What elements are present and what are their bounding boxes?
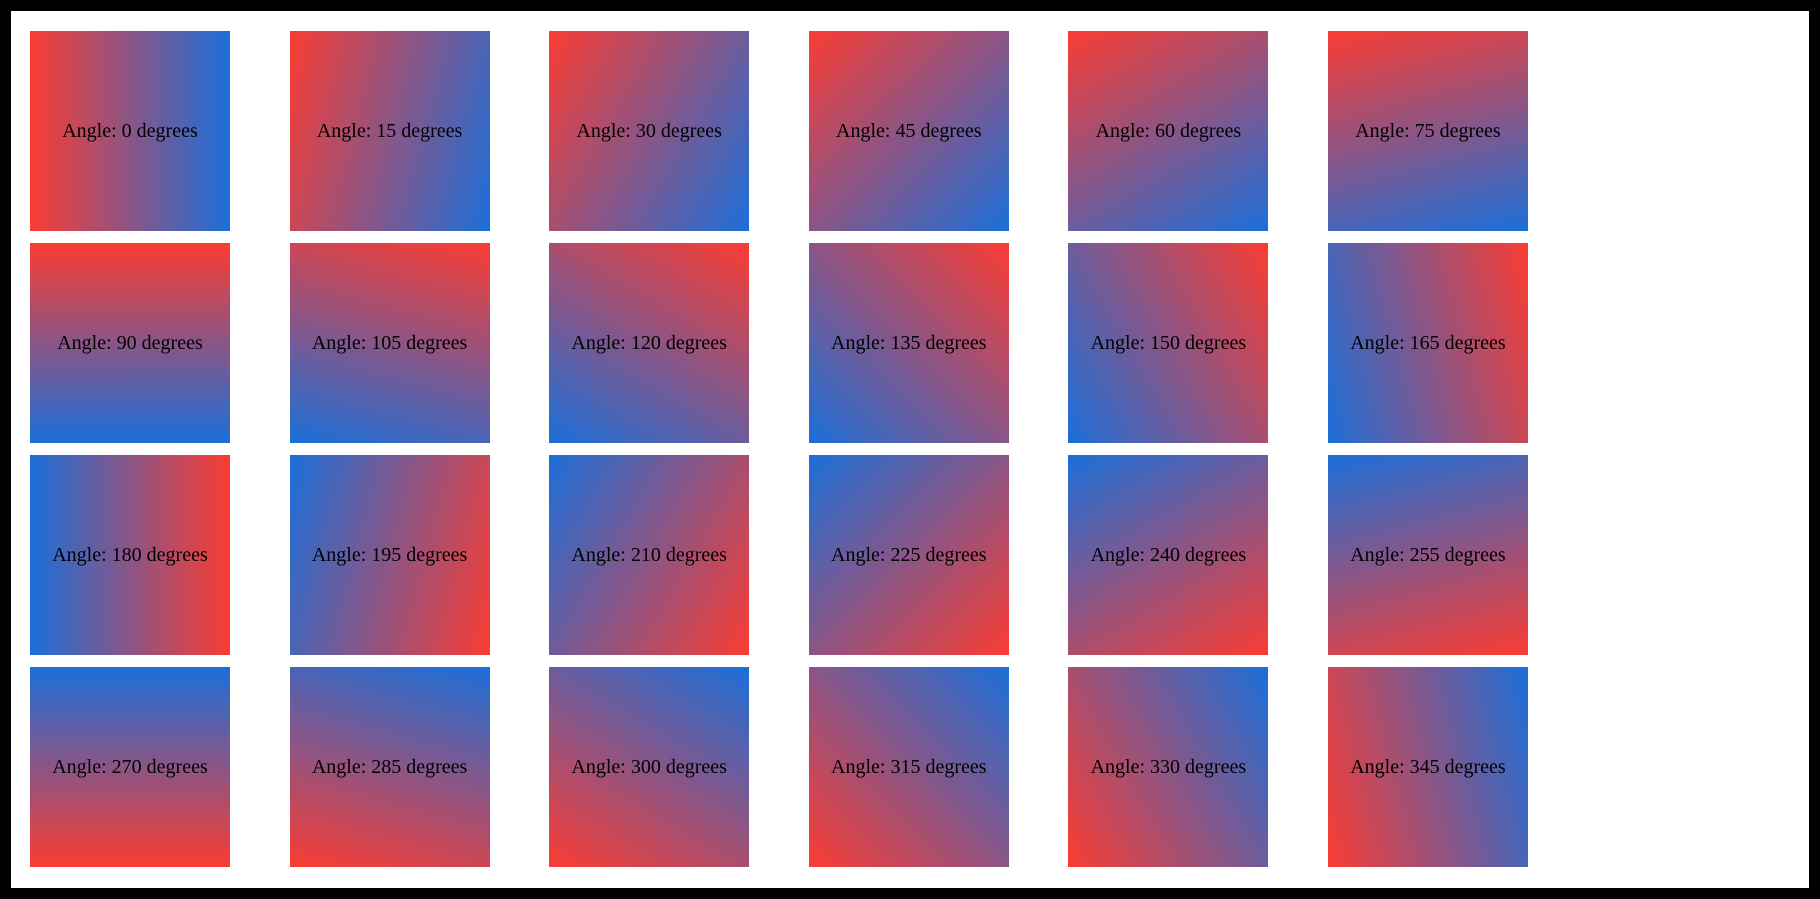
- gradient-tile-135: Angle: 135 degrees: [808, 243, 1009, 443]
- gradient-tile-300: Angle: 300 degrees: [549, 667, 750, 867]
- gradient-tile-150: Angle: 150 degrees: [1068, 243, 1269, 443]
- tile-angle-label: Angle: 0 degrees: [62, 119, 198, 142]
- tile-angle-label: Angle: 105 degrees: [311, 331, 468, 354]
- tile-angle-label: Angle: 270 degrees: [52, 755, 208, 778]
- gradient-tile-60: Angle: 60 degrees: [1068, 31, 1269, 231]
- gradient-tile-105: Angle: 105 degrees: [289, 243, 490, 443]
- tile-angle-label: Angle: 300 degrees: [571, 755, 727, 778]
- gradient-tile-315: Angle: 315 degrees: [808, 667, 1009, 867]
- gradient-tile-285: Angle: 285 degrees: [289, 667, 490, 867]
- tile-angle-label: Angle: 180 degrees: [52, 543, 208, 566]
- tile-angle-label: Angle: 210 degrees: [571, 543, 727, 566]
- gradient-tile-195: Angle: 195 degrees: [289, 455, 490, 655]
- tile-angle-label: Angle: 165 degrees: [1350, 331, 1506, 354]
- tile-angle-label: Angle: 75 degrees: [1355, 119, 1501, 142]
- tile-angle-label: Angle: 60 degrees: [1095, 119, 1242, 142]
- gradient-tile-90: Angle: 90 degrees: [30, 243, 230, 443]
- gradient-tile-75: Angle: 75 degrees: [1327, 31, 1528, 231]
- tile-angle-label: Angle: 225 degrees: [831, 543, 987, 566]
- tile-grid: Angle: 0 degrees Angle: 15 degrees Angle: …: [30, 31, 1528, 867]
- gradient-tile-180: Angle: 180 degrees: [30, 455, 230, 655]
- gradient-tile-270: Angle: 270 degrees: [30, 667, 230, 867]
- gradient-tile-0: Angle: 0 degrees: [30, 31, 230, 231]
- tile-angle-label: Angle: 255 degrees: [1350, 543, 1506, 566]
- gradient-tile-225: Angle: 225 degrees: [808, 455, 1009, 655]
- gradient-tile-330: Angle: 330 degrees: [1068, 667, 1269, 867]
- tile-angle-label: Angle: 285 degrees: [311, 755, 468, 778]
- gradient-tile-45: Angle: 45 degrees: [808, 31, 1009, 231]
- gradient-tile-255: Angle: 255 degrees: [1327, 455, 1528, 655]
- gradient-tile-165: Angle: 165 degrees: [1327, 243, 1528, 443]
- gradient-tile-345: Angle: 345 degrees: [1327, 667, 1528, 867]
- gradient-tile-210: Angle: 210 degrees: [549, 455, 750, 655]
- gradient-tile-240: Angle: 240 degrees: [1068, 455, 1269, 655]
- tile-angle-label: Angle: 90 degrees: [57, 331, 203, 354]
- tile-angle-label: Angle: 45 degrees: [836, 119, 982, 142]
- tile-angle-label: Angle: 150 degrees: [1090, 331, 1247, 354]
- gradient-tile-15: Angle: 15 degrees: [289, 31, 490, 231]
- gradient-tile-120: Angle: 120 degrees: [549, 243, 750, 443]
- tile-angle-label: Angle: 135 degrees: [831, 331, 987, 354]
- gradient-tile-30: Angle: 30 degrees: [549, 31, 750, 231]
- tile-angle-label: Angle: 195 degrees: [311, 543, 468, 566]
- tile-angle-label: Angle: 15 degrees: [316, 119, 463, 142]
- tile-angle-label: Angle: 330 degrees: [1090, 755, 1247, 778]
- tile-angle-label: Angle: 30 degrees: [576, 119, 722, 142]
- tile-angle-label: Angle: 345 degrees: [1350, 755, 1506, 778]
- tile-angle-label: Angle: 240 degrees: [1090, 543, 1247, 566]
- tile-angle-label: Angle: 120 degrees: [571, 331, 727, 354]
- tile-angle-label: Angle: 315 degrees: [831, 755, 987, 778]
